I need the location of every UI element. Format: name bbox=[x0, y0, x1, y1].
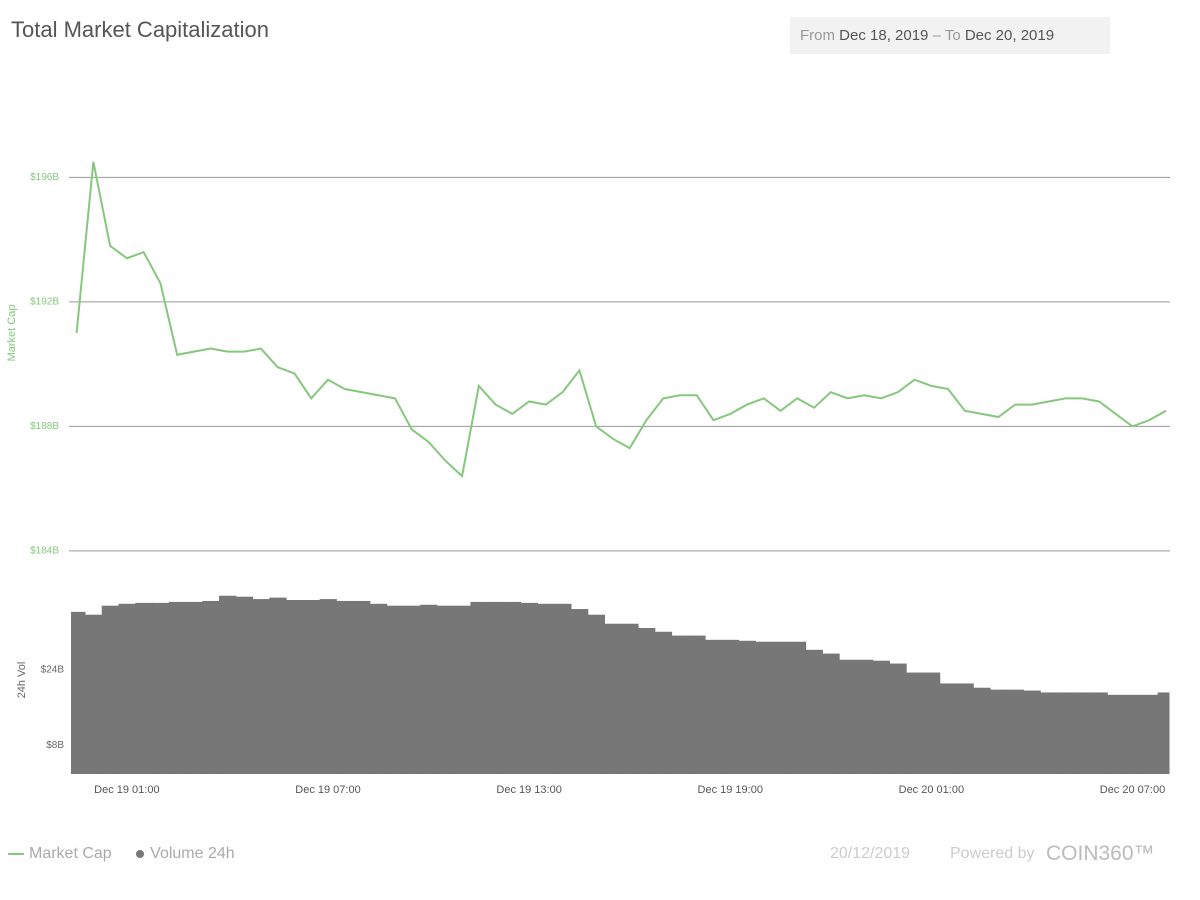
bar bbox=[554, 603, 572, 774]
bar bbox=[621, 623, 639, 774]
bar bbox=[286, 600, 304, 774]
bar bbox=[302, 600, 321, 774]
bar bbox=[805, 649, 823, 774]
bar bbox=[185, 601, 203, 774]
bar bbox=[453, 605, 471, 774]
bar bbox=[1006, 689, 1025, 774]
bar bbox=[721, 639, 740, 774]
legend-line-symbol bbox=[8, 852, 24, 855]
chart: Market Cap $184B $188B $192B $196B 24h Vol $8B… bbox=[6, 161, 1170, 796]
bar bbox=[1057, 692, 1075, 774]
y-axis-label: 24h Vol bbox=[16, 662, 28, 699]
bar bbox=[939, 683, 957, 774]
brand: COIN360™ bbox=[1046, 842, 1155, 865]
bar bbox=[604, 623, 622, 774]
bar bbox=[973, 687, 991, 774]
bar bbox=[403, 605, 421, 774]
to-date[interactable]: Dec 20, 2019 bbox=[964, 27, 1055, 44]
y-tick-label: $8B bbox=[46, 740, 64, 751]
line-series bbox=[75, 161, 1167, 479]
page-title: Total Market Capitalization bbox=[11, 17, 270, 42]
bar bbox=[1107, 694, 1125, 774]
bar bbox=[822, 653, 840, 774]
bar bbox=[219, 595, 237, 774]
y-tick-label: $192B bbox=[30, 297, 59, 308]
y-axis-label: Market Cap bbox=[6, 305, 18, 362]
legend: Market Cap Volume 24h bbox=[8, 845, 235, 863]
bar bbox=[168, 601, 187, 774]
bar bbox=[202, 600, 220, 774]
y-tick-label: $24B bbox=[41, 664, 65, 675]
legend-entry[interactable]: Market Cap bbox=[29, 845, 112, 862]
bar bbox=[436, 605, 455, 774]
x-tick-label: Dec 19 19:00 bbox=[698, 784, 763, 796]
bar bbox=[135, 602, 153, 774]
y-tick-label: $196B bbox=[30, 172, 59, 183]
bar bbox=[839, 659, 857, 774]
bar bbox=[1073, 692, 1092, 774]
bar bbox=[470, 601, 488, 774]
x-tick-label: Dec 20 01:00 bbox=[899, 784, 964, 796]
bar bbox=[537, 603, 555, 774]
bar bbox=[152, 602, 170, 774]
bar bbox=[587, 614, 606, 774]
bar bbox=[889, 663, 907, 774]
bar bbox=[386, 605, 404, 774]
bar bbox=[1157, 692, 1170, 774]
x-tick-label: Dec 20 07:00 bbox=[1100, 784, 1165, 796]
bar bbox=[638, 627, 656, 774]
bar bbox=[1140, 694, 1159, 774]
bar bbox=[118, 603, 136, 774]
powered-by: Powered by bbox=[950, 845, 1035, 862]
bar bbox=[71, 611, 86, 774]
bar bbox=[788, 641, 807, 774]
bar bbox=[420, 604, 438, 774]
bar bbox=[654, 631, 673, 774]
bar bbox=[855, 659, 874, 774]
from-date[interactable]: Dec 18, 2019 bbox=[839, 27, 929, 44]
bar bbox=[906, 672, 924, 774]
bar bbox=[235, 596, 254, 774]
from-label: From bbox=[800, 27, 835, 44]
bar bbox=[772, 641, 790, 774]
bar bbox=[1040, 692, 1058, 774]
bar bbox=[571, 609, 589, 774]
legend-dot-symbol bbox=[136, 849, 145, 858]
bar bbox=[1090, 692, 1108, 774]
bar bbox=[269, 597, 287, 774]
bar bbox=[705, 639, 723, 774]
bar bbox=[336, 600, 354, 774]
date-range[interactable]: From Dec 18, 2019 – To Dec 20, 2019 bbox=[790, 17, 1110, 54]
bar bbox=[688, 635, 706, 774]
bar bbox=[369, 603, 388, 774]
x-tick-label: Dec 19 13:00 bbox=[496, 784, 561, 796]
bar bbox=[872, 660, 890, 774]
bar bbox=[922, 672, 941, 774]
bar bbox=[956, 683, 974, 774]
bar bbox=[252, 599, 270, 774]
bar bbox=[520, 602, 538, 774]
to-label: To bbox=[944, 27, 961, 44]
x-tick-label: Dec 19 01:00 bbox=[94, 784, 159, 796]
bar bbox=[503, 601, 522, 774]
bar bbox=[84, 614, 103, 774]
range-separator: – bbox=[932, 27, 941, 44]
footer-date: 20/12/2019 bbox=[830, 845, 911, 862]
bar bbox=[738, 640, 756, 774]
bar bbox=[487, 601, 505, 774]
y-tick-label: $188B bbox=[30, 421, 59, 432]
bar bbox=[671, 635, 689, 774]
x-tick-label: Dec 19 07:00 bbox=[295, 784, 360, 796]
bar bbox=[353, 600, 371, 774]
bar bbox=[1124, 694, 1142, 774]
bar bbox=[319, 599, 337, 774]
bar bbox=[101, 605, 119, 774]
bar bbox=[1023, 690, 1041, 774]
bar bbox=[990, 689, 1008, 774]
y-tick-label: $184B bbox=[30, 546, 59, 557]
bar bbox=[755, 641, 773, 774]
legend-entry[interactable]: Volume 24h bbox=[150, 845, 235, 862]
